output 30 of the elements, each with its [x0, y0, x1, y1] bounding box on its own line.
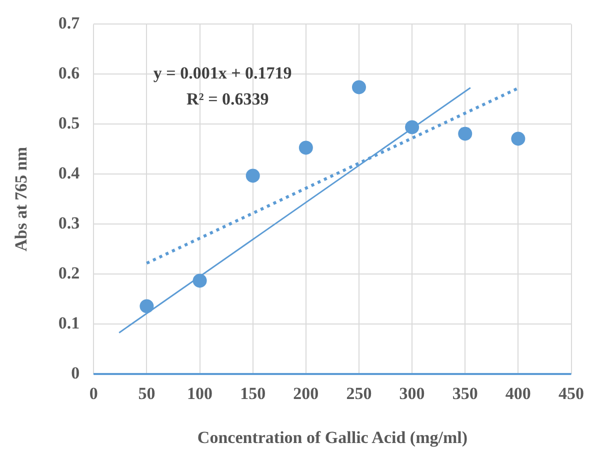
y-tick-label: 0.4 [58, 164, 80, 183]
x-tick-label: 400 [505, 384, 531, 403]
x-axis-title: Concentration of Gallic Acid (mg/ml) [197, 428, 468, 448]
point [246, 168, 260, 183]
x-tick-label: 150 [240, 384, 266, 403]
y-tick-label: 0 [71, 364, 80, 383]
x-tick-label: 450 [558, 384, 584, 403]
x-tick-label: 0 [89, 384, 98, 403]
y-axis-title: Abs at 765 nm [12, 147, 31, 252]
point [192, 274, 207, 288]
x-tick-label: 200 [293, 384, 319, 403]
point [352, 80, 366, 94]
y-tick-label: 0.7 [58, 14, 80, 33]
point [458, 126, 472, 141]
y-tick-label: 0.1 [58, 314, 80, 333]
x-tick-label: 50 [138, 384, 156, 403]
y-tick-label: 0.5 [58, 114, 80, 133]
point [298, 140, 313, 155]
annotation: y = 0.001x + 0.1719 [153, 64, 292, 83]
x-tick-label: 350 [452, 384, 478, 403]
x-tick-label: 300 [399, 384, 425, 403]
y-tick-label: 0.6 [58, 64, 80, 83]
annotation: R² = 0.6339 [186, 90, 269, 109]
y-tick-label: 0.2 [58, 264, 80, 283]
point [405, 120, 420, 134]
point [140, 299, 154, 314]
y-tick-label: 0.3 [58, 214, 80, 233]
x-tick-label: 100 [187, 384, 213, 403]
point [511, 132, 526, 146]
x-tick-label: 250 [346, 384, 372, 403]
